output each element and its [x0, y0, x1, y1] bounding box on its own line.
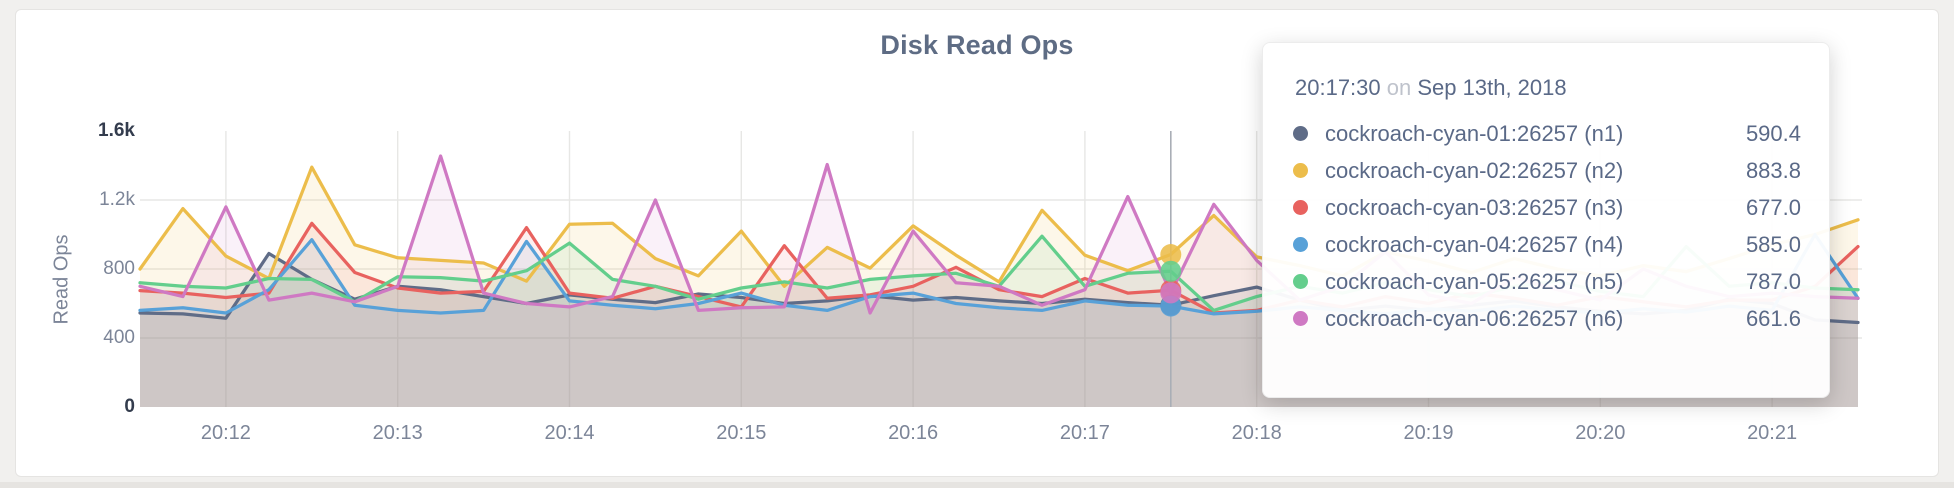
- x-tick-20:21: 20:21: [1747, 422, 1798, 444]
- hover-dot-n6[interactable]: [1160, 282, 1182, 304]
- series-name: cockroach-cyan-05:26257 (n5): [1325, 268, 1624, 294]
- x-tick-20:13: 20:13: [372, 422, 423, 444]
- hover-dot-n2[interactable]: [1160, 244, 1182, 266]
- x-tick-20:17: 20:17: [1059, 422, 1110, 444]
- x-tick-20:16: 20:16: [888, 422, 939, 444]
- y-tick-400: 400: [103, 327, 135, 348]
- series-value: 787.0: [1745, 268, 1801, 294]
- y-tick-1.2k: 1.2k: [99, 189, 135, 210]
- series-name: cockroach-cyan-02:26257 (n2): [1325, 157, 1624, 183]
- tooltip-time: 20:17:30: [1295, 75, 1381, 100]
- hover-tooltip: 20:17:30 on Sep 13th, 2018 cockroach-cya…: [1262, 42, 1830, 398]
- tooltip-date: Sep 13th, 2018: [1417, 75, 1567, 100]
- series-value: 590.4: [1745, 120, 1801, 146]
- hover-dot-n5[interactable]: [1160, 260, 1182, 282]
- series-color-dot-icon: [1293, 200, 1308, 215]
- series-value: 661.6: [1745, 305, 1801, 331]
- x-tick-20:14: 20:14: [544, 422, 595, 444]
- series-color-dot-icon: [1293, 163, 1308, 178]
- series-name: cockroach-cyan-06:26257 (n6): [1325, 305, 1624, 331]
- tooltip-row-n1: cockroach-cyan-01:26257 (n1) 590.4: [1293, 115, 1803, 152]
- chart-title: Disk Read Ops: [880, 30, 1074, 60]
- x-tick-20:19: 20:19: [1403, 422, 1454, 444]
- tooltip-row-n3: cockroach-cyan-03:26257 (n3) 677.0: [1293, 189, 1803, 226]
- x-tick-20:18: 20:18: [1231, 422, 1282, 444]
- series-value: 677.0: [1745, 194, 1801, 220]
- y-tick-800: 800: [103, 258, 135, 279]
- series-name: cockroach-cyan-03:26257 (n3): [1325, 194, 1624, 220]
- series-value: 883.8: [1745, 157, 1801, 183]
- tooltip-row-n4: cockroach-cyan-04:26257 (n4) 585.0: [1293, 226, 1803, 263]
- series-color-dot-icon: [1293, 126, 1308, 141]
- tooltip-connector: on: [1386, 75, 1412, 100]
- tooltip-row-n2: cockroach-cyan-02:26257 (n2) 883.8: [1293, 152, 1803, 189]
- tooltip-header: 20:17:30 on Sep 13th, 2018: [1295, 75, 1803, 101]
- series-color-dot-icon: [1293, 274, 1308, 289]
- series-name: cockroach-cyan-01:26257 (n1): [1325, 120, 1624, 146]
- x-tick-20:12: 20:12: [200, 422, 251, 444]
- tooltip-rows: cockroach-cyan-01:26257 (n1) 590.4 cockroa…: [1293, 115, 1803, 337]
- y-tick-1.6k: 1.6k: [98, 120, 135, 141]
- tooltip-row-n6: cockroach-cyan-06:26257 (n6) 661.6: [1293, 300, 1803, 337]
- y-tick-0: 0: [124, 396, 135, 417]
- series-color-dot-icon: [1293, 311, 1308, 326]
- x-tick-20:20: 20:20: [1575, 422, 1626, 444]
- series-value: 585.0: [1745, 231, 1801, 257]
- next-panel-edge: [0, 482, 1954, 488]
- x-tick-20:15: 20:15: [716, 422, 767, 444]
- series-color-dot-icon: [1293, 237, 1308, 252]
- series-name: cockroach-cyan-04:26257 (n4): [1325, 231, 1624, 257]
- tooltip-row-n5: cockroach-cyan-05:26257 (n5) 787.0: [1293, 263, 1803, 300]
